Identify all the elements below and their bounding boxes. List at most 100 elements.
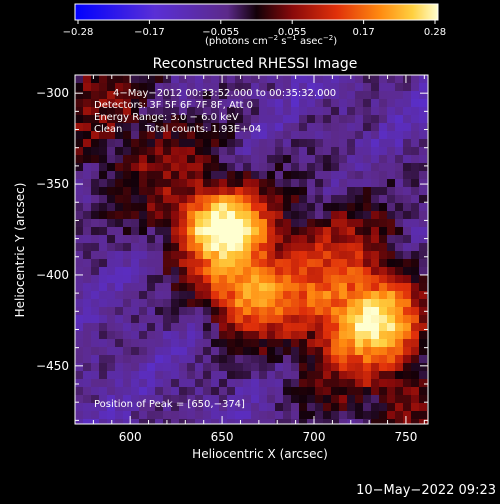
heatmap-cell — [115, 115, 124, 124]
heatmap-cell — [347, 123, 356, 132]
heatmap-cell — [355, 347, 364, 356]
heatmap-cell — [179, 91, 188, 100]
heatmap-cell — [355, 75, 364, 84]
heatmap-cell — [267, 331, 276, 340]
heatmap-cell — [155, 355, 164, 364]
heatmap-cell — [75, 83, 84, 92]
heatmap-cell — [307, 235, 316, 244]
heatmap-cell — [123, 99, 132, 108]
heatmap-cell — [267, 371, 276, 380]
heatmap-cell — [91, 403, 100, 412]
heatmap-cell — [203, 155, 212, 164]
heatmap-cell — [115, 267, 124, 276]
heatmap-cell — [235, 323, 244, 332]
heatmap-cell — [219, 99, 228, 108]
heatmap-cell — [291, 75, 300, 84]
heatmap-cell — [379, 219, 388, 228]
heatmap-cell — [435, 99, 444, 108]
heatmap-cell — [131, 195, 140, 204]
heatmap-cell — [99, 115, 108, 124]
heatmap-cell — [403, 387, 412, 396]
heatmap-cell — [195, 155, 204, 164]
heatmap-cell — [371, 211, 380, 220]
heatmap-cell — [195, 267, 204, 276]
heatmap-cell — [387, 107, 396, 116]
heatmap-cell — [331, 195, 340, 204]
colorbar-tick-label: 0.055 — [278, 27, 307, 38]
heatmap-cell — [267, 147, 276, 156]
heatmap-cell — [75, 91, 84, 100]
heatmap-cell — [323, 283, 332, 292]
heatmap-cell — [163, 331, 172, 340]
heatmap-cell — [387, 91, 396, 100]
heatmap-cell — [211, 267, 220, 276]
heatmap-cell — [419, 139, 428, 148]
heatmap-cell — [315, 387, 324, 396]
heatmap-cell — [91, 331, 100, 340]
heatmap-cell — [123, 123, 132, 132]
heatmap-cell — [291, 203, 300, 212]
heatmap-cell — [251, 123, 260, 132]
heatmap-cell — [219, 347, 228, 356]
heatmap-cell — [187, 235, 196, 244]
heatmap-cell — [395, 163, 404, 172]
heatmap-cell — [139, 419, 148, 424]
heatmap-cell — [387, 99, 396, 108]
heatmap-cell — [275, 147, 284, 156]
heatmap-cell — [163, 283, 172, 292]
heatmap-cell — [347, 163, 356, 172]
heatmap-cell — [235, 371, 244, 380]
heatmap-cell — [123, 323, 132, 332]
heatmap-cell — [91, 363, 100, 372]
heatmap-cell — [291, 251, 300, 260]
heatmap-cell — [219, 291, 228, 300]
heatmap-cell — [411, 211, 420, 220]
heatmap-cell — [307, 387, 316, 396]
heatmap-cell — [419, 75, 428, 84]
colorbar-ticks: −0.28 −0.17 −0.055 0.055 0.17 0.28 — [63, 20, 446, 38]
heatmap-cell — [227, 227, 236, 236]
heatmap-cell — [355, 363, 364, 372]
heatmap-cell — [195, 139, 204, 148]
heatmap-cell — [235, 331, 244, 340]
heatmap-cell — [259, 171, 268, 180]
heatmap-cell — [395, 139, 404, 148]
heatmap-cell — [251, 307, 260, 316]
heatmap-cell — [283, 115, 292, 124]
heatmap-cell — [291, 323, 300, 332]
heatmap-cell — [419, 339, 428, 348]
heatmap-cell — [259, 315, 268, 324]
heatmap-cell — [147, 331, 156, 340]
heatmap-cell — [371, 299, 380, 308]
heatmap-cell — [371, 403, 380, 412]
heatmap-cell — [371, 275, 380, 284]
heatmap-cell — [275, 339, 284, 348]
heatmap-cell — [323, 363, 332, 372]
heatmap-cell — [283, 187, 292, 196]
heatmap-cell — [123, 235, 132, 244]
heatmap-cell — [131, 419, 140, 424]
heatmap-cell — [283, 379, 292, 388]
heatmap-cell — [347, 363, 356, 372]
heatmap-cell — [411, 387, 420, 396]
heatmap-cell — [411, 323, 420, 332]
heatmap-cell — [267, 235, 276, 244]
heatmap-cell — [203, 355, 212, 364]
heatmap-cell — [299, 355, 308, 364]
heatmap-cell — [283, 299, 292, 308]
heatmap-cell — [203, 131, 212, 140]
heatmap-cell — [411, 171, 420, 180]
heatmap-cell — [339, 267, 348, 276]
heatmap-cell — [307, 107, 316, 116]
heatmap-cell — [419, 419, 428, 424]
heatmap-cell — [411, 227, 420, 236]
heatmap-cell — [331, 243, 340, 252]
heatmap-cell — [163, 123, 172, 132]
heatmap-cell — [219, 307, 228, 316]
heatmap-cell — [187, 355, 196, 364]
heatmap-cell — [315, 243, 324, 252]
heatmap-cell — [315, 163, 324, 172]
heatmap-cell — [139, 171, 148, 180]
heatmap-cell — [99, 307, 108, 316]
heatmap-cell — [115, 75, 124, 84]
